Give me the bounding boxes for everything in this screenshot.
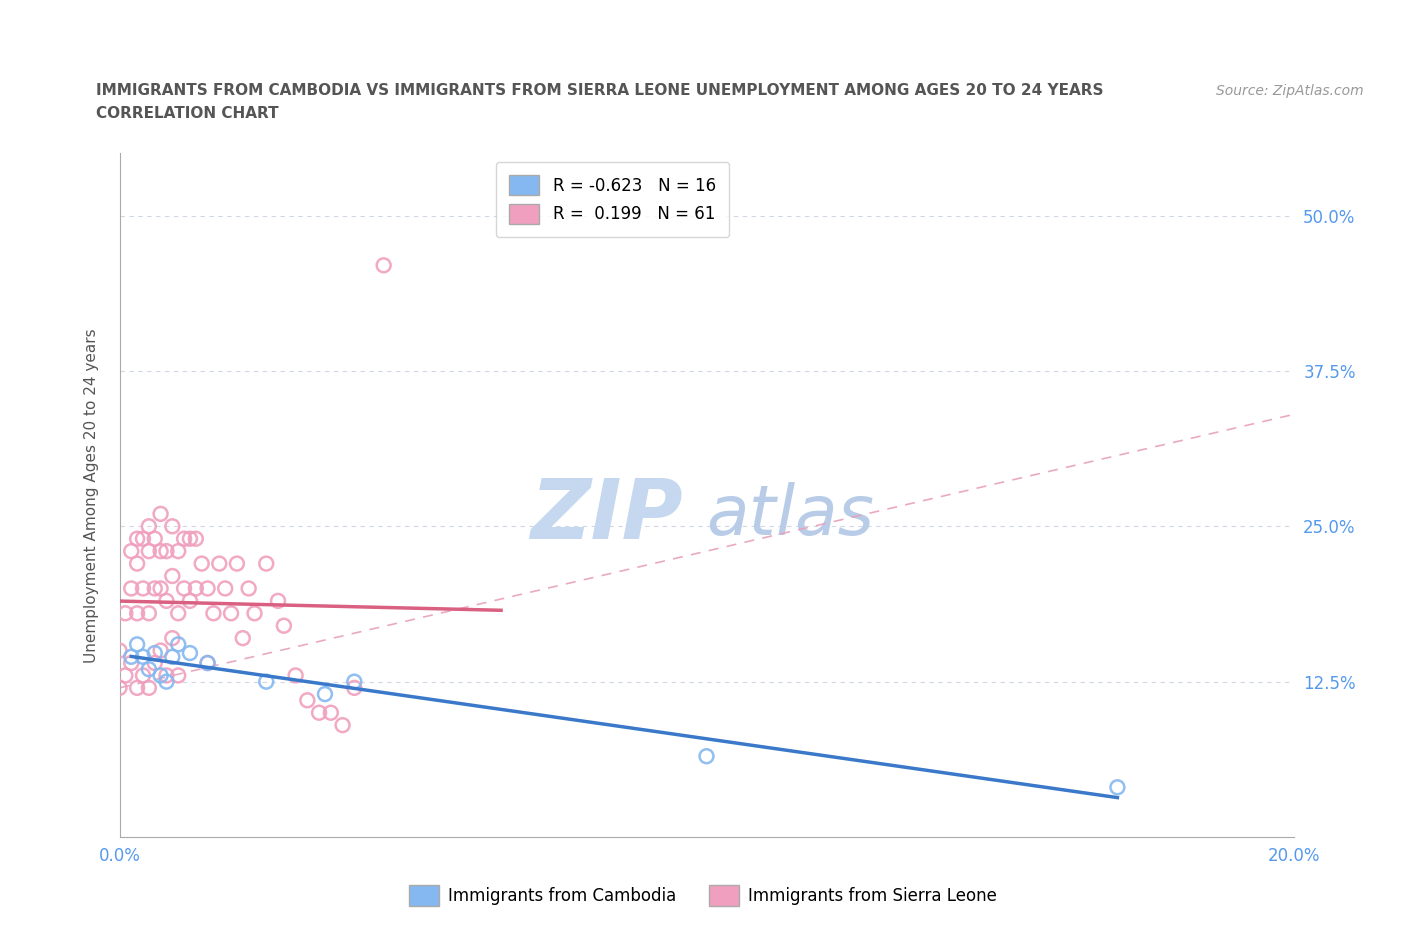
Point — [108, 644, 131, 658]
Point — [273, 618, 295, 633]
Point — [143, 581, 166, 596]
Text: atlas: atlas — [707, 483, 875, 550]
Point — [267, 593, 290, 608]
Point — [132, 581, 155, 596]
Point — [132, 531, 155, 546]
Point — [190, 556, 212, 571]
Point — [297, 693, 319, 708]
Point — [155, 544, 177, 559]
Point — [208, 556, 231, 571]
Point — [143, 656, 166, 671]
Point — [120, 581, 142, 596]
Point — [162, 649, 184, 664]
Point — [238, 581, 260, 596]
Point — [149, 644, 172, 658]
Legend: Immigrants from Cambodia, Immigrants from Sierra Leone: Immigrants from Cambodia, Immigrants fro… — [402, 879, 1004, 912]
Point — [108, 681, 131, 696]
Point — [254, 674, 277, 689]
Point — [155, 593, 177, 608]
Point — [143, 645, 166, 660]
Point — [120, 656, 142, 671]
Point — [114, 605, 136, 620]
Point — [138, 605, 160, 620]
Point — [162, 519, 184, 534]
Point — [343, 674, 366, 689]
Point — [167, 668, 190, 683]
Point — [373, 258, 395, 272]
Text: ZIP: ZIP — [530, 475, 683, 556]
Point — [149, 668, 172, 683]
Point — [179, 531, 201, 546]
Y-axis label: Unemployment Among Ages 20 to 24 years: Unemployment Among Ages 20 to 24 years — [84, 328, 98, 662]
Point — [162, 631, 184, 645]
Point — [155, 674, 177, 689]
Point — [138, 544, 160, 559]
Point — [132, 668, 155, 683]
Point — [149, 581, 172, 596]
Point — [254, 556, 277, 571]
Point — [127, 605, 149, 620]
Point — [225, 556, 249, 571]
Point — [696, 749, 718, 764]
Point — [184, 531, 207, 546]
Point — [284, 668, 307, 683]
Point — [308, 705, 330, 720]
Point — [127, 531, 149, 546]
Point — [214, 581, 236, 596]
Point — [138, 662, 160, 677]
Point — [232, 631, 254, 645]
Point — [173, 531, 195, 546]
Point — [120, 544, 142, 559]
Point — [197, 581, 219, 596]
Point — [162, 568, 184, 583]
Point — [120, 649, 142, 664]
Text: CORRELATION CHART: CORRELATION CHART — [96, 106, 278, 121]
Point — [314, 686, 336, 701]
Point — [202, 605, 225, 620]
Point — [155, 668, 177, 683]
Point — [1107, 780, 1129, 795]
Point — [197, 656, 219, 671]
Point — [114, 668, 136, 683]
Point — [149, 544, 172, 559]
Point — [179, 593, 201, 608]
Point — [132, 649, 155, 664]
Point — [343, 681, 366, 696]
Point — [149, 507, 172, 522]
Legend: R = -0.623   N = 16, R =  0.199   N = 61: R = -0.623 N = 16, R = 0.199 N = 61 — [496, 162, 730, 237]
Point — [127, 637, 149, 652]
Point — [138, 681, 160, 696]
Point — [138, 519, 160, 534]
Text: Source: ZipAtlas.com: Source: ZipAtlas.com — [1216, 84, 1364, 98]
Point — [332, 718, 354, 733]
Text: IMMIGRANTS FROM CAMBODIA VS IMMIGRANTS FROM SIERRA LEONE UNEMPLOYMENT AMONG AGES: IMMIGRANTS FROM CAMBODIA VS IMMIGRANTS F… — [96, 83, 1104, 98]
Point — [143, 531, 166, 546]
Point — [184, 581, 207, 596]
Point — [127, 681, 149, 696]
Point — [179, 645, 201, 660]
Point — [243, 605, 266, 620]
Point — [167, 605, 190, 620]
Point — [197, 656, 219, 671]
Point — [167, 637, 190, 652]
Point — [127, 556, 149, 571]
Point — [173, 581, 195, 596]
Point — [319, 705, 342, 720]
Point — [167, 544, 190, 559]
Point — [219, 605, 242, 620]
